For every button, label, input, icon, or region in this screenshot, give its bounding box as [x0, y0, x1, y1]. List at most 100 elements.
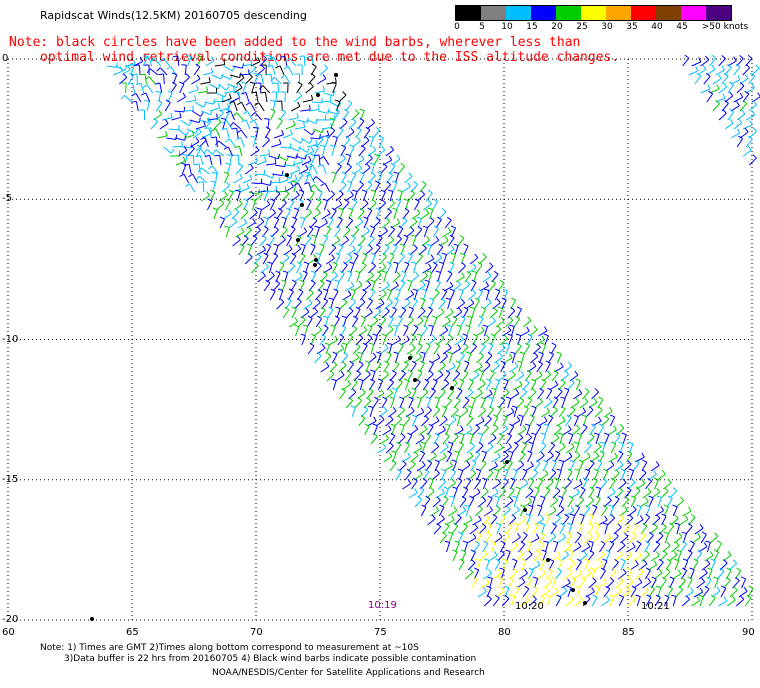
wind-barb — [469, 257, 479, 265]
wind-barb-flag — [407, 279, 413, 283]
wind-barb-flag — [459, 558, 465, 562]
wind-barb-flag — [208, 165, 213, 170]
wind-barb-flag — [575, 504, 580, 508]
wind-barb-flag — [702, 64, 707, 70]
wind-barb-flag — [635, 486, 641, 491]
wind-barb-flag — [408, 306, 414, 310]
wind-barb — [736, 138, 744, 148]
wind-barb-flag — [672, 504, 678, 508]
wind-barb — [168, 128, 179, 131]
wind-barb-flag — [488, 469, 494, 474]
wind-barb — [318, 154, 321, 166]
wind-barb-flag — [240, 73, 245, 78]
latitude-label: 0 — [2, 53, 9, 64]
wind-barb-flag — [662, 576, 667, 581]
wind-barb-flag — [430, 217, 435, 222]
wind-barb-flag — [593, 397, 598, 403]
wind-barb — [587, 462, 595, 472]
wind-barb-flag — [641, 479, 646, 484]
wind-barb-flag — [504, 424, 509, 430]
wind-barb-flag — [311, 63, 317, 67]
wind-barb-flag — [430, 487, 435, 492]
wind-barb — [477, 410, 487, 418]
wind-barb-flag — [748, 585, 754, 589]
wind-barb — [489, 310, 498, 319]
wind-barb — [579, 401, 589, 409]
wind-barb — [667, 525, 674, 535]
wind-barb-flag — [252, 126, 259, 129]
wind-barb — [543, 401, 553, 409]
wind-barb-flag — [618, 587, 622, 592]
wind-barb-flag — [360, 414, 366, 419]
wind-barb — [366, 210, 373, 220]
wind-barb-flag — [687, 576, 693, 580]
wind-barb — [549, 500, 558, 508]
wind-barb-flag — [504, 451, 509, 457]
wind-barb-flag — [451, 515, 455, 521]
wind-barb-flag — [454, 450, 460, 454]
wind-barb — [714, 578, 719, 589]
wind-barb-flag — [526, 540, 532, 544]
wind-barb — [467, 381, 474, 391]
wind-barb-flag — [744, 74, 749, 79]
wind-barb-flag — [392, 243, 398, 247]
wind-barb-flag — [317, 262, 322, 267]
wind-barb-flag — [475, 558, 481, 561]
wind-barb — [573, 507, 581, 517]
wind-barb-flag — [496, 522, 502, 526]
wind-barb — [499, 338, 508, 346]
wind-barb-flag — [425, 396, 431, 400]
wind-barb-flag — [188, 173, 194, 178]
wind-barb-flag — [266, 200, 271, 205]
wind-barb-flag — [207, 198, 213, 202]
wind-barb — [372, 311, 382, 319]
wind-barb — [466, 418, 474, 427]
wind-barb — [344, 372, 352, 382]
wind-barb-flag — [252, 234, 258, 239]
wind-barb — [515, 464, 525, 472]
wind-barb-flag — [337, 162, 342, 167]
wind-barb — [245, 76, 253, 85]
wind-barb-flag — [411, 234, 417, 238]
wind-barb-flag — [541, 378, 547, 383]
wind-barb — [261, 204, 271, 211]
wind-barb-flag — [550, 576, 556, 579]
wind-barb-flag — [512, 468, 518, 472]
wind-barb — [547, 510, 557, 517]
wind-barb — [472, 519, 482, 526]
wind-barb-flag — [197, 127, 202, 133]
wind-barb-flag — [407, 182, 411, 188]
wind-barb-flag — [358, 334, 364, 339]
wind-barb — [730, 79, 741, 85]
wind-barb-flag — [336, 235, 341, 241]
wind-barb-flag — [278, 177, 281, 183]
wind-barb — [270, 74, 273, 85]
legend-label: 0 — [454, 22, 460, 32]
wind-barb-flag — [714, 532, 719, 537]
wind-barb-flag — [344, 198, 350, 203]
wind-barb-flag — [426, 432, 431, 437]
wind-barb — [296, 84, 303, 94]
wind-barb — [501, 598, 510, 607]
wind-barb — [240, 137, 245, 148]
wind-barb-flag — [298, 171, 304, 176]
wind-barb-flag — [475, 468, 481, 472]
wind-barb — [703, 75, 711, 85]
wind-barb-flag — [545, 486, 551, 491]
wind-barb — [411, 480, 418, 490]
wind-barb — [232, 65, 243, 69]
wind-barb-flag — [509, 594, 515, 598]
wind-barb-flag — [400, 279, 406, 284]
wind-barb — [652, 517, 661, 526]
wind-barb-flag — [277, 288, 284, 292]
wind-barb — [218, 83, 227, 91]
wind-barb-flag — [406, 468, 412, 473]
wind-barb — [312, 128, 323, 134]
wind-barb — [430, 510, 440, 517]
wind-barb-flag — [456, 324, 462, 328]
wind-barb-flag — [196, 144, 202, 148]
wind-barb — [469, 434, 474, 445]
wind-barb-flag — [538, 477, 544, 481]
wind-barb — [354, 400, 362, 409]
wind-barb-flag — [326, 130, 330, 136]
